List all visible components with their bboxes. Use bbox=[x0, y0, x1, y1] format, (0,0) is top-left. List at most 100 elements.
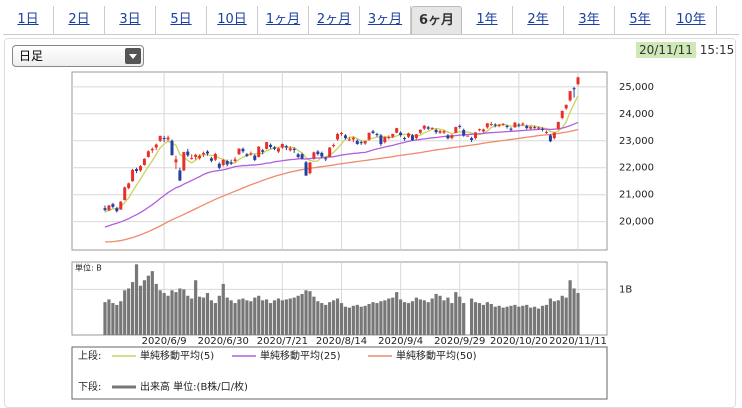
candle-body bbox=[332, 145, 336, 147]
y-tick-label: 23,000 bbox=[619, 136, 654, 147]
volume-bar bbox=[134, 264, 139, 335]
range-tab[interactable]: 3ヶ月 bbox=[360, 6, 411, 34]
volume-bar bbox=[410, 301, 415, 335]
range-tab[interactable]: 10年 bbox=[666, 6, 717, 34]
candle-body bbox=[253, 155, 257, 160]
volume-bar bbox=[288, 298, 292, 335]
volume-bar bbox=[355, 304, 359, 335]
candle-body bbox=[541, 128, 545, 130]
volume-bar bbox=[324, 304, 328, 335]
candle-body bbox=[462, 129, 466, 136]
candle-body bbox=[107, 205, 111, 211]
volume-bar bbox=[560, 295, 564, 335]
volume-bar bbox=[501, 307, 505, 335]
range-tab[interactable]: 5日 bbox=[156, 6, 207, 34]
candle-body bbox=[489, 124, 493, 126]
range-tab[interactable]: 10日 bbox=[207, 6, 258, 34]
candle-body bbox=[474, 132, 478, 139]
volume-bar bbox=[446, 297, 450, 335]
volume-bar bbox=[178, 288, 182, 335]
volume-bar bbox=[442, 300, 446, 335]
candle-body bbox=[391, 134, 395, 137]
volume-bar bbox=[458, 296, 462, 335]
volume-bar bbox=[363, 305, 367, 335]
candle-body bbox=[127, 183, 131, 188]
candle-body bbox=[111, 204, 115, 207]
volume-bar bbox=[115, 304, 119, 335]
legend-entry: 出来高 単位:(B株/口/枚) bbox=[140, 380, 248, 393]
legend-entry: 単純移動平均(50) bbox=[396, 349, 477, 362]
volume-bar bbox=[201, 297, 206, 335]
volume-bar bbox=[154, 283, 158, 335]
range-tab[interactable]: 1日 bbox=[3, 6, 54, 34]
range-tab[interactable]: 2年 bbox=[513, 6, 564, 34]
volume-bar bbox=[268, 303, 273, 335]
candle-body bbox=[233, 159, 237, 161]
volume-bar bbox=[127, 288, 131, 335]
candle-body bbox=[537, 127, 541, 129]
candle-body bbox=[115, 208, 119, 212]
volume-bar bbox=[280, 300, 284, 335]
candle-body bbox=[434, 129, 438, 133]
volume-bar bbox=[505, 306, 509, 335]
volume-bar bbox=[245, 300, 249, 335]
candle-body bbox=[162, 138, 166, 140]
candle-body bbox=[371, 131, 375, 133]
candle-body bbox=[300, 154, 304, 159]
volume-bar bbox=[434, 293, 438, 335]
candle-body bbox=[138, 166, 142, 171]
volume-bar bbox=[367, 303, 371, 335]
candle-body bbox=[296, 154, 300, 157]
range-tab[interactable]: 2日 bbox=[54, 6, 105, 34]
volume-bar bbox=[406, 303, 411, 335]
volume-bar bbox=[190, 298, 194, 335]
range-tab[interactable]: 3年 bbox=[564, 6, 615, 34]
candle-body bbox=[351, 137, 355, 140]
candle-body bbox=[454, 127, 458, 133]
volume-bar bbox=[529, 307, 533, 335]
candle-body bbox=[355, 140, 359, 145]
x-tick-label: 2020/7/21 bbox=[257, 336, 308, 347]
range-tab[interactable]: 1ヶ月 bbox=[258, 6, 309, 34]
candle-body bbox=[533, 127, 537, 129]
time: 15:15 bbox=[699, 43, 735, 57]
price-plot-area bbox=[71, 71, 608, 251]
volume-bar bbox=[347, 307, 351, 335]
volume-bar bbox=[142, 280, 147, 335]
volume-bar bbox=[300, 293, 304, 335]
candle-body bbox=[304, 162, 308, 176]
candle-body bbox=[442, 131, 446, 133]
x-tick-label: 2020/11/11 bbox=[549, 336, 607, 347]
volume-bar bbox=[422, 300, 426, 335]
range-tab[interactable]: 6ヶ月 bbox=[411, 6, 462, 34]
range-tab[interactable]: 5年 bbox=[615, 6, 666, 34]
range-tab[interactable]: 2ヶ月 bbox=[309, 6, 360, 34]
interval-select[interactable]: 日足 bbox=[12, 45, 144, 67]
candle-body bbox=[182, 152, 186, 171]
volume-bar bbox=[328, 302, 332, 335]
candle-body bbox=[123, 187, 127, 201]
volume-bar bbox=[395, 292, 399, 335]
candle-body bbox=[505, 125, 509, 128]
candle-body bbox=[292, 148, 296, 150]
candle-body bbox=[485, 123, 489, 128]
volume-bar bbox=[391, 297, 395, 335]
candle-body bbox=[367, 132, 371, 140]
x-tick-label: 2020/6/30 bbox=[198, 336, 249, 347]
volume-bar bbox=[414, 297, 418, 335]
volume-bar bbox=[544, 304, 549, 335]
candle-body bbox=[174, 159, 178, 163]
volume-bar bbox=[533, 306, 537, 335]
volume-bar bbox=[564, 297, 568, 335]
volume-bar bbox=[119, 301, 123, 335]
volume-bar bbox=[265, 299, 269, 335]
range-tab[interactable]: 3日 bbox=[105, 6, 156, 34]
x-tick-label: 2020/9/29 bbox=[434, 336, 485, 347]
candle-body bbox=[513, 122, 517, 128]
range-tab[interactable]: 1年 bbox=[462, 6, 513, 34]
candle-body bbox=[249, 153, 253, 155]
candle-body bbox=[241, 148, 245, 152]
volume-bar bbox=[418, 299, 422, 335]
candle-body bbox=[135, 169, 139, 171]
y-tick-label: 25,000 bbox=[619, 82, 654, 93]
